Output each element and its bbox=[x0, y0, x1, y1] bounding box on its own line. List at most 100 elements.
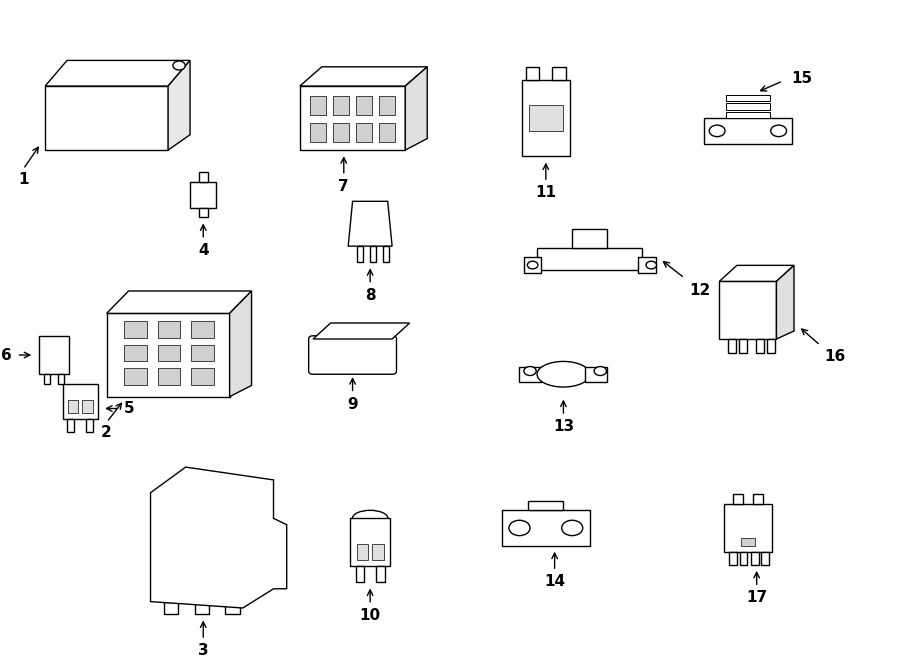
Bar bbox=[553, 67, 565, 79]
Bar bbox=[39, 336, 69, 374]
Circle shape bbox=[709, 125, 725, 137]
Bar bbox=[752, 494, 763, 504]
Bar bbox=[199, 208, 208, 217]
Circle shape bbox=[173, 61, 185, 70]
Circle shape bbox=[646, 261, 656, 269]
Bar bbox=[379, 97, 395, 116]
Text: 16: 16 bbox=[824, 348, 846, 364]
Bar bbox=[44, 374, 50, 384]
Text: 1: 1 bbox=[18, 173, 29, 188]
Bar bbox=[199, 173, 208, 182]
Text: 6: 6 bbox=[2, 348, 13, 362]
FancyBboxPatch shape bbox=[309, 336, 397, 374]
Bar bbox=[333, 123, 349, 142]
Bar bbox=[357, 246, 363, 262]
Bar bbox=[190, 182, 216, 208]
Bar bbox=[158, 368, 180, 385]
Bar bbox=[124, 345, 147, 362]
Text: 3: 3 bbox=[198, 643, 209, 658]
Bar bbox=[726, 112, 770, 118]
Bar bbox=[310, 97, 326, 116]
Polygon shape bbox=[168, 60, 190, 150]
Bar bbox=[537, 248, 643, 270]
Text: 15: 15 bbox=[792, 71, 813, 86]
Bar bbox=[572, 229, 608, 248]
Text: 12: 12 bbox=[689, 284, 710, 298]
Text: 2: 2 bbox=[101, 426, 112, 440]
Bar bbox=[86, 419, 94, 432]
Bar bbox=[704, 118, 792, 143]
Bar bbox=[356, 97, 372, 116]
Bar bbox=[191, 368, 214, 385]
Text: 5: 5 bbox=[124, 401, 135, 416]
Bar bbox=[164, 602, 178, 615]
Bar bbox=[58, 374, 64, 384]
Bar bbox=[106, 313, 230, 397]
Circle shape bbox=[527, 261, 538, 269]
Bar bbox=[124, 368, 147, 385]
Bar bbox=[310, 123, 326, 142]
Bar bbox=[333, 97, 349, 116]
Polygon shape bbox=[45, 86, 168, 150]
Bar bbox=[82, 400, 93, 412]
Bar bbox=[726, 95, 770, 101]
Polygon shape bbox=[777, 265, 794, 339]
Polygon shape bbox=[300, 67, 427, 86]
Bar bbox=[68, 400, 78, 412]
Bar bbox=[522, 79, 570, 157]
Circle shape bbox=[594, 367, 607, 375]
Bar bbox=[356, 544, 368, 560]
Bar bbox=[585, 367, 608, 382]
Bar bbox=[728, 339, 736, 353]
Polygon shape bbox=[230, 291, 252, 397]
Bar bbox=[68, 419, 74, 432]
Bar bbox=[356, 123, 372, 142]
Polygon shape bbox=[405, 67, 428, 150]
Text: 7: 7 bbox=[338, 179, 349, 194]
Bar bbox=[383, 246, 390, 262]
Text: 4: 4 bbox=[198, 243, 209, 258]
Bar bbox=[528, 105, 563, 131]
Polygon shape bbox=[313, 323, 410, 339]
Bar bbox=[300, 86, 405, 150]
Bar bbox=[524, 257, 542, 274]
Polygon shape bbox=[106, 291, 252, 313]
Text: 9: 9 bbox=[347, 397, 358, 412]
Bar bbox=[158, 321, 180, 338]
Bar bbox=[767, 339, 775, 353]
Text: 17: 17 bbox=[746, 590, 767, 605]
Bar bbox=[729, 552, 737, 564]
Bar bbox=[502, 510, 590, 545]
Bar bbox=[739, 339, 747, 353]
Text: 10: 10 bbox=[360, 608, 381, 623]
Circle shape bbox=[508, 520, 530, 535]
Bar bbox=[719, 282, 777, 339]
Bar bbox=[350, 518, 390, 566]
Bar bbox=[63, 384, 98, 419]
Bar bbox=[376, 566, 384, 582]
Polygon shape bbox=[150, 467, 287, 608]
Ellipse shape bbox=[537, 362, 590, 387]
Text: 11: 11 bbox=[536, 185, 556, 200]
Text: 14: 14 bbox=[544, 574, 565, 590]
Polygon shape bbox=[719, 265, 794, 282]
Text: 13: 13 bbox=[553, 419, 574, 434]
Bar bbox=[194, 602, 209, 615]
Bar bbox=[756, 339, 764, 353]
Bar bbox=[528, 501, 563, 510]
Bar bbox=[370, 246, 376, 262]
Bar bbox=[191, 321, 214, 338]
Bar bbox=[356, 566, 364, 582]
Circle shape bbox=[524, 367, 536, 375]
Bar bbox=[740, 552, 747, 564]
Bar bbox=[226, 602, 239, 615]
Bar bbox=[158, 345, 180, 362]
Bar bbox=[761, 552, 770, 564]
Bar bbox=[751, 552, 759, 564]
Bar bbox=[124, 321, 147, 338]
Circle shape bbox=[562, 520, 582, 535]
Bar bbox=[191, 345, 214, 362]
Bar bbox=[526, 67, 539, 79]
Text: 8: 8 bbox=[364, 288, 375, 303]
Bar bbox=[724, 504, 772, 552]
